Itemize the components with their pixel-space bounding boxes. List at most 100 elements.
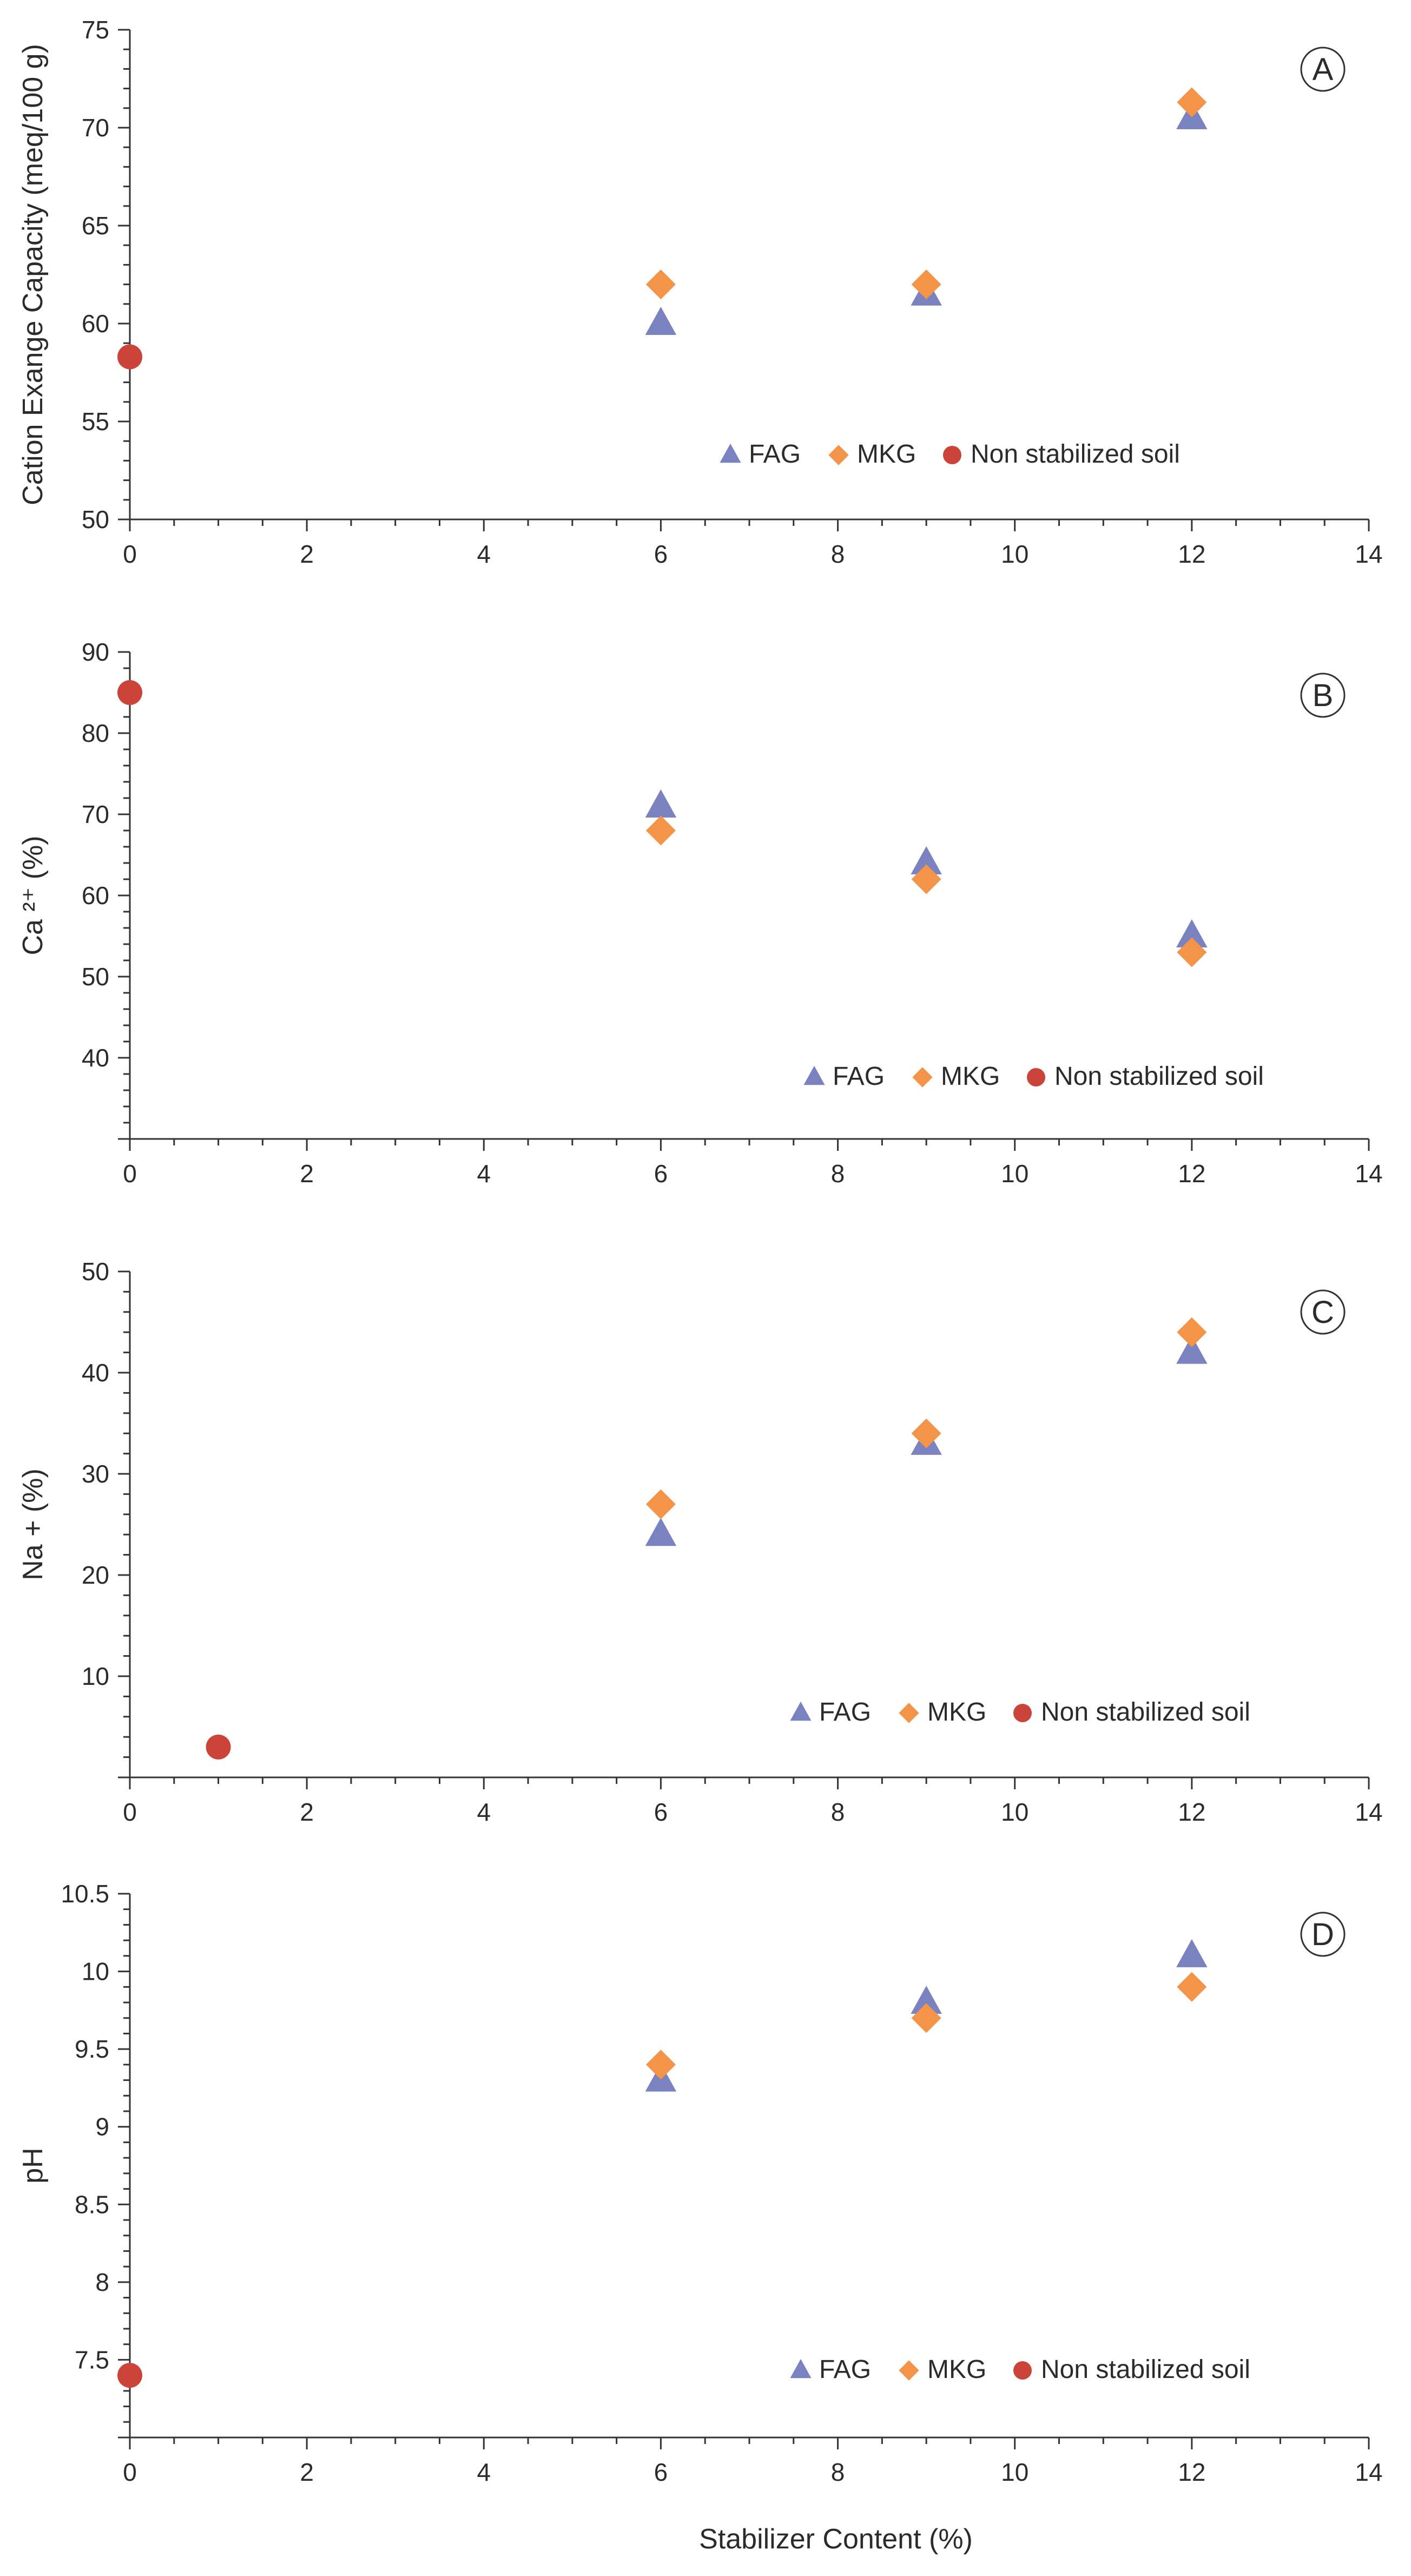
data-point-fag [911,1986,942,2014]
legend-label: FAG [749,440,801,469]
legend: FAG MKG Non stabilized soil [803,1062,1264,1091]
x-tick-label: 10 [1001,1159,1028,1188]
data-point-mkg [1177,937,1207,967]
y-tick-label: 70 [82,114,109,142]
data-point-mkg [645,2050,676,2080]
x-tick-label: 4 [477,2458,491,2486]
x-tick-label: 4 [477,540,491,568]
panel-label: C [1300,1289,1346,1335]
panel-label-text: A [1313,52,1334,87]
data-point-fag [645,1518,677,1546]
x-tick-label: 8 [831,540,845,568]
panel-label-circle [1300,673,1346,718]
x-tick-label: 12 [1178,1798,1205,1826]
legend-marker-fag [803,1065,825,1085]
x-tick-label: 2 [300,2458,314,2486]
x-tick-label: 2 [300,1159,314,1188]
data-point-mkg [645,1489,676,1519]
data-point-non-stabilized-soil [117,680,142,705]
x-tick-label: 8 [831,1798,845,1826]
data-point-fag [911,846,942,874]
legend: FAG MKG Non stabilized soil [790,2355,1250,2384]
y-tick-label: 8 [95,2268,109,2296]
legend-label: Non stabilized soil [1041,2355,1250,2384]
legend-marker-non-stabilized-soil [1013,1704,1032,1722]
y-axis-title: pH [17,2147,49,2183]
y-tick-label: 10 [82,1662,109,1690]
data-point-fag [1176,1939,1208,1967]
legend: FAG MKG Non stabilized soil [790,1698,1250,1727]
x-tick-label: 6 [654,540,668,568]
legend-marker-non-stabilized-soil [943,446,961,464]
legend-marker-non-stabilized-soil [1027,1068,1045,1086]
panel-label-text: B [1313,678,1334,713]
legend-label: FAG [819,2355,871,2384]
y-tick-label: 20 [82,1561,109,1589]
legend-marker-mkg [899,1703,919,1723]
x-tick-label: 8 [831,1159,845,1188]
x-tick-label: 14 [1355,1159,1382,1188]
x-tick-label: 14 [1355,2458,1382,2486]
panel-label: D [1300,1912,1346,1957]
x-tick-label: 12 [1178,540,1205,568]
x-tick-label: 14 [1355,1798,1382,1826]
panel-label: A [1300,47,1346,92]
x-tick-label: 8 [831,2458,845,2486]
legend-marker-mkg [899,2360,919,2381]
y-tick-label: 10 [82,1958,109,1986]
y-axis-title: Na + (%) [17,1468,49,1580]
x-tick-label: 6 [654,2458,668,2486]
legend-marker-mkg [828,445,849,465]
x-tick-label: 2 [300,1798,314,1826]
data-point-non-stabilized-soil [117,2363,142,2388]
y-tick-label: 40 [82,1359,109,1387]
data-point-fag [1176,1335,1208,1364]
data-point-fag [1176,919,1208,947]
x-tick-label: 0 [123,2458,137,2486]
data-point-non-stabilized-soil [117,344,142,370]
x-tick-label: 0 [123,540,137,568]
x-tick-label: 10 [1001,2458,1028,2486]
x-tick-label: 6 [654,1798,668,1826]
chart-panel-a: 0 2 4 6 8 10 12 14 50 55 60 65 70 75 Cation Exange Cap… [17,16,1383,568]
chart-panel-b: 0 2 4 6 8 10 12 14 40 50 60 70 80 90 Ca ²⁺ (%) B FAG MKG N… [17,638,1383,1188]
x-tick-label: 2 [300,540,314,568]
x-tick-label: 0 [123,1159,137,1188]
legend-label: MKG [857,440,916,469]
x-tick-label: 0 [123,1798,137,1826]
y-tick-label: 50 [82,1257,109,1286]
data-point-fag [645,789,677,818]
legend-marker-fag [790,2358,812,2379]
x-tick-label: 14 [1355,540,1382,568]
x-tick-label: 10 [1001,540,1028,568]
x-tick-label: 12 [1178,2458,1205,2486]
legend-label: FAG [833,1062,885,1091]
data-point-mkg [1177,1317,1207,1347]
y-tick-label: 65 [82,212,109,240]
data-point-mkg [1177,1972,1207,2002]
data-point-mkg [911,864,941,894]
y-tick-label: 30 [82,1460,109,1488]
x-tick-label: 4 [477,1798,491,1826]
legend-marker-fag [790,1701,812,1721]
y-tick-label: 60 [82,309,109,338]
panel-label-text: D [1311,1917,1334,1952]
x-tick-label: 10 [1001,1798,1028,1826]
legend-marker-non-stabilized-soil [1013,2361,1032,2380]
y-axis-title: Cation Exange Capacity (meq/100 g) [17,44,49,505]
x-tick-label: 12 [1178,1159,1205,1188]
legend-label: Non stabilized soil [1054,1062,1264,1091]
data-point-mkg [645,815,676,846]
legend-label: Non stabilized soil [1041,1698,1250,1727]
legend-label: Non stabilized soil [971,440,1180,469]
y-tick-label: 50 [82,963,109,991]
legend-label: MKG [941,1062,1000,1091]
data-point-mkg [911,1418,941,1448]
y-tick-label: 7.5 [75,2346,109,2374]
data-point-mkg [1177,87,1207,117]
y-axis-title: Ca ²⁺ (%) [17,836,49,956]
y-tick-label: 75 [82,16,109,44]
panel-label-circle [1300,1289,1346,1335]
